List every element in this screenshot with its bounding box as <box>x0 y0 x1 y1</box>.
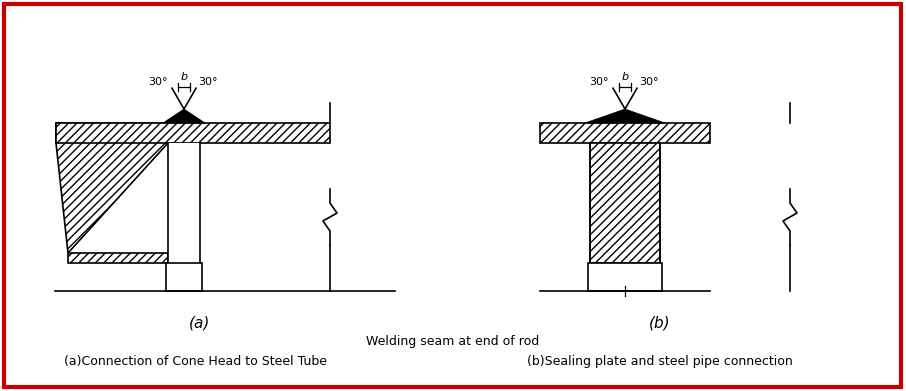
Text: (a): (a) <box>189 316 211 330</box>
Polygon shape <box>540 123 710 143</box>
Text: (b): (b) <box>650 316 670 330</box>
Text: (a)Connection of Cone Head to Steel Tube: (a)Connection of Cone Head to Steel Tube <box>63 355 326 368</box>
Text: Welding seam at end of rod: Welding seam at end of rod <box>366 334 540 348</box>
Polygon shape <box>56 123 168 253</box>
Text: 30°: 30° <box>149 77 168 87</box>
Polygon shape <box>585 109 665 123</box>
Polygon shape <box>590 143 660 263</box>
Text: (b)Sealing plate and steel pipe connection: (b)Sealing plate and steel pipe connecti… <box>527 355 793 368</box>
Text: b: b <box>180 72 188 82</box>
Bar <box>588 263 662 291</box>
Bar <box>168 143 200 263</box>
Polygon shape <box>56 123 330 143</box>
Text: b: b <box>622 72 629 82</box>
Text: 30°: 30° <box>590 77 609 87</box>
Text: 30°: 30° <box>198 77 217 87</box>
Polygon shape <box>163 109 205 123</box>
Bar <box>166 263 202 291</box>
Polygon shape <box>68 253 168 263</box>
Text: 30°: 30° <box>639 77 659 87</box>
